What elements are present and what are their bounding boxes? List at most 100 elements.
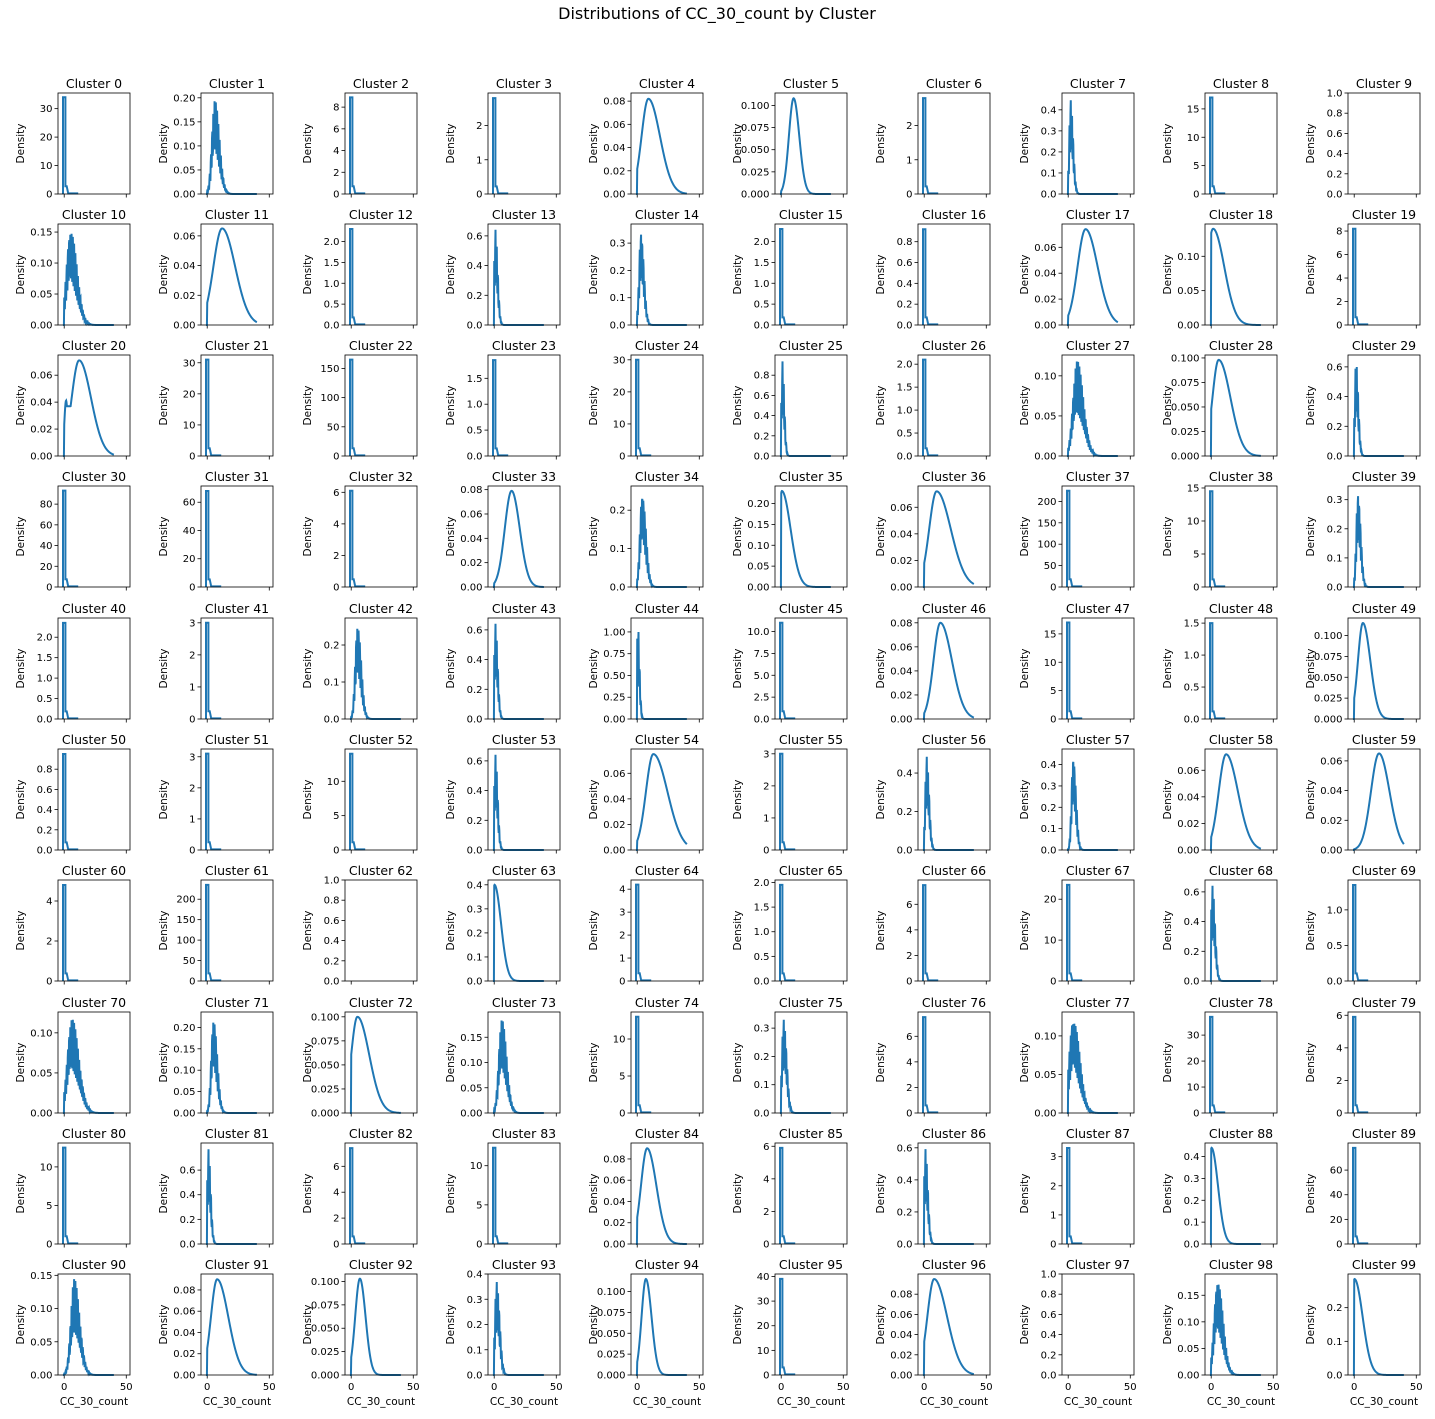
axes-frame (630, 1011, 704, 1114)
y-tick-label: 0.100 (597, 1287, 626, 1298)
y-tick-label: 1 (1050, 1210, 1056, 1221)
y-tick-label: 4 (906, 925, 912, 936)
panel-52: Cluster 52 0 5 10 Density (302, 732, 418, 857)
panel-title: Cluster 38 (1209, 469, 1273, 484)
y-tick-label: 40 (40, 541, 53, 552)
y-tick-label: 0.050 (1314, 673, 1343, 684)
y-tick-label: 0.02 (1320, 816, 1342, 827)
density-curve (349, 489, 366, 588)
y-tick-label: 0.2 (324, 641, 340, 652)
panel-86: Cluster 86 0.0 0.2 0.4 0.6 Density (875, 1126, 991, 1251)
panel-title: Cluster 97 (1066, 1257, 1130, 1272)
panel-56: Cluster 56 0.0 0.2 0.4 Density (875, 732, 991, 857)
y-tick-label: 0.1 (1184, 1218, 1200, 1229)
density-curve (1066, 100, 1118, 195)
y-tick-label: 20 (183, 554, 196, 565)
y-tick-label: 0.2 (1327, 169, 1343, 180)
y-axis-label: Density (158, 649, 170, 689)
y-tick-label: 2 (763, 1207, 769, 1218)
y-tick-label: 0.0 (754, 452, 770, 463)
y-tick-label: 0 (1193, 1109, 1199, 1120)
panel-title: Cluster 19 (1352, 207, 1416, 222)
panel-title: Cluster 64 (635, 863, 699, 878)
density-curve (779, 1146, 796, 1245)
y-tick-label: 0.06 (603, 120, 625, 131)
y-tick-label: 60 (183, 498, 196, 509)
y-tick-label: 150 (320, 364, 339, 375)
y-axis-label: Density (15, 911, 27, 951)
y-tick-label: 0.06 (30, 371, 52, 382)
panel-title: Cluster 96 (922, 1257, 986, 1272)
panel-62: Cluster 62 0.0 0.2 0.4 0.6 0.8 1.0 Density (302, 863, 418, 988)
y-tick-label: 0.04 (603, 1197, 625, 1208)
y-tick-label: 0.0 (1184, 715, 1200, 726)
panel-title: Cluster 42 (349, 601, 413, 616)
y-tick-label: 0.100 (741, 101, 770, 112)
y-tick-label: 0.04 (173, 261, 195, 272)
y-tick-label: 0.2 (467, 291, 483, 302)
y-tick-label: 0.02 (603, 820, 625, 831)
panel-64: Cluster 64 0 1 2 3 4 Density (588, 863, 704, 988)
y-tick-label: 0.100 (311, 1277, 340, 1288)
y-tick-label: 0.1 (1041, 168, 1057, 179)
density-curve (922, 97, 939, 195)
x-tick-label: 50 (693, 1382, 706, 1393)
panel-31: Cluster 31 0 20 40 60 Density (158, 469, 274, 594)
panel-title: Cluster 59 (1352, 732, 1416, 747)
axes-frame (57, 92, 131, 195)
panel-41: Cluster 41 0 1 2 3 Density (158, 601, 274, 726)
axes-frame (774, 1011, 848, 1114)
y-tick-label: 0.04 (603, 143, 625, 154)
panel-8: Cluster 8 0 5 10 15 Density (1162, 76, 1278, 201)
x-axis-label: CC_30_count (203, 1396, 271, 1408)
y-tick-label: 0.20 (173, 93, 195, 104)
density-curve (635, 883, 652, 982)
panel-title: Cluster 23 (492, 338, 556, 353)
axes-frame (1204, 354, 1278, 457)
y-tick-label: 0.8 (754, 371, 770, 382)
y-tick-label: 1 (619, 954, 625, 965)
panel-63: Cluster 63 0.0 0.1 0.2 0.3 0.4 Density (445, 863, 561, 988)
panel-title: Cluster 78 (1209, 995, 1273, 1010)
y-tick-label: 0.00 (890, 583, 912, 594)
y-axis-label: Density (875, 1043, 887, 1083)
y-axis-label: Density (732, 1043, 744, 1083)
y-axis-label: Density (15, 780, 27, 820)
y-tick-label: 0.0 (324, 321, 340, 332)
panel-69: Cluster 69 0.0 0.5 1.0 Density (1305, 863, 1421, 988)
y-axis-label: Density (732, 780, 744, 820)
panel-title: Cluster 48 (1209, 601, 1273, 616)
y-tick-label: 0 (763, 1240, 769, 1251)
panel-title: Cluster 45 (779, 601, 843, 616)
panel-title: Cluster 49 (1352, 601, 1416, 616)
panel-title: Cluster 94 (635, 1257, 699, 1272)
figure-title: Distributions of CC_30_count by Cluster (558, 4, 876, 24)
y-tick-label: 0.0 (324, 715, 340, 726)
y-axis-label: Density (15, 1305, 27, 1345)
y-tick-label: 0.050 (741, 145, 770, 156)
y-tick-label: 0.04 (890, 1330, 912, 1341)
y-tick-label: 0.0 (754, 977, 770, 988)
y-axis-label: Density (445, 517, 457, 557)
panel-0: Cluster 0 0 10 20 30 Density (15, 76, 131, 201)
axes-frame (1061, 748, 1135, 851)
panel-30: Cluster 30 0 20 40 60 80 Density (15, 469, 131, 594)
y-tick-label: 0 (46, 977, 52, 988)
y-tick-label: 1.0 (1327, 89, 1343, 100)
axes-frame (487, 748, 561, 851)
panel-title: Cluster 69 (1352, 863, 1416, 878)
x-axis-label: CC_30_count (633, 1396, 701, 1408)
y-tick-label: 0.0 (1041, 846, 1057, 857)
axes-frame (774, 92, 848, 195)
y-tick-label: 0.05 (173, 1087, 195, 1098)
y-tick-label: 0.1 (1041, 824, 1057, 835)
x-axis-label: CC_30_count (777, 1396, 845, 1408)
density-curve (62, 1019, 114, 1115)
y-axis-label: Density (1019, 517, 1031, 557)
panel-title: Cluster 55 (779, 732, 843, 747)
y-tick-label: 7.5 (754, 649, 770, 660)
y-axis-label: Density (1162, 1043, 1174, 1083)
y-axis-label: Density (588, 911, 600, 951)
y-tick-label: 60 (40, 520, 53, 531)
y-tick-label: 0.8 (324, 896, 340, 907)
